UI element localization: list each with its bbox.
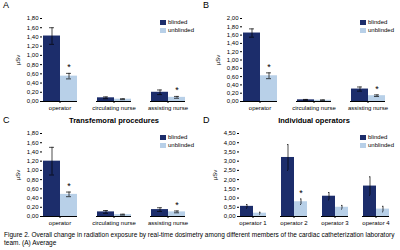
- svg-text:operator 1: operator 1: [239, 220, 267, 226]
- html-text:A: A: [3, 0, 9, 10]
- svg-text:1,60: 1,60: [27, 25, 39, 31]
- svg-text:1,20: 1,20: [27, 43, 39, 49]
- svg-text:assisting nurse: assisting nurse: [148, 220, 189, 226]
- svg-text:1,40: 1,40: [227, 40, 239, 46]
- svg-text:0,80: 0,80: [27, 177, 39, 183]
- svg-text:0,00: 0,00: [27, 98, 39, 104]
- svg-text:circulating nurse: circulating nurse: [292, 105, 336, 111]
- svg-text:*: *: [175, 200, 179, 210]
- svg-text:3,50: 3,50: [224, 149, 236, 155]
- svg-text:*: *: [299, 188, 303, 198]
- svg-text:0,60: 0,60: [227, 74, 239, 80]
- svg-text:0,00: 0,00: [224, 213, 236, 219]
- html-text:Figure 2. Overall change in ra: Figure 2. Overall change in radiation ex…: [4, 231, 395, 246]
- html-text:blinded: blinded: [368, 134, 388, 140]
- svg-text:1,00: 1,00: [224, 195, 236, 201]
- svg-text:0,20: 0,20: [27, 204, 39, 210]
- svg-text:circulating nurse: circulating nurse: [92, 220, 136, 226]
- svg-text:μSv: μSv: [15, 55, 21, 65]
- svg-text:4,50: 4,50: [224, 130, 236, 136]
- svg-text:1,00: 1,00: [27, 52, 39, 58]
- svg-text:3,00: 3,00: [224, 158, 236, 164]
- html-text:D: D: [203, 115, 210, 125]
- svg-text:*: *: [267, 62, 271, 72]
- svg-text:2,00: 2,00: [227, 15, 239, 21]
- svg-text:1,80: 1,80: [227, 24, 239, 30]
- html-text:blinded: blinded: [168, 134, 188, 140]
- svg-text:*: *: [375, 84, 379, 94]
- svg-text:operator: operator: [49, 105, 71, 111]
- html-text:blinded: blinded: [168, 19, 188, 25]
- svg-text:assisting nurse: assisting nurse: [348, 105, 389, 111]
- svg-text:1,40: 1,40: [27, 149, 39, 155]
- svg-text:1,80: 1,80: [27, 15, 39, 21]
- svg-text:0,40: 0,40: [27, 195, 39, 201]
- svg-text:operator: operator: [49, 220, 71, 226]
- svg-text:0,60: 0,60: [27, 186, 39, 192]
- html-text:unblinded: unblinded: [368, 141, 394, 148]
- svg-text:circulating nurse: circulating nurse: [92, 105, 136, 111]
- svg-text:operator: operator: [249, 105, 271, 111]
- svg-text:1,00: 1,00: [27, 167, 39, 173]
- svg-text:1,60: 1,60: [227, 32, 239, 38]
- svg-text:0,80: 0,80: [27, 62, 39, 68]
- html-text:unblinded: unblinded: [168, 26, 194, 33]
- svg-text:operator 2: operator 2: [280, 220, 308, 226]
- html-text:Individual operators: Individual operators: [278, 116, 350, 125]
- svg-text:operator 4: operator 4: [362, 220, 390, 226]
- svg-text:0,20: 0,20: [27, 89, 39, 95]
- svg-text:1,80: 1,80: [27, 130, 39, 136]
- svg-text:2,50: 2,50: [224, 167, 236, 173]
- html-text:blinded: blinded: [368, 19, 388, 25]
- svg-text:0,40: 0,40: [227, 82, 239, 88]
- svg-text:0,50: 0,50: [224, 204, 236, 210]
- svg-text:1,20: 1,20: [27, 158, 39, 164]
- svg-text:1,60: 1,60: [27, 140, 39, 146]
- svg-text:0,40: 0,40: [27, 80, 39, 86]
- svg-text:1,20: 1,20: [227, 49, 239, 55]
- svg-text:1,40: 1,40: [27, 34, 39, 40]
- svg-text:*: *: [175, 85, 179, 95]
- svg-text:0,20: 0,20: [227, 90, 239, 96]
- html-text:C: C: [3, 115, 10, 125]
- svg-text:0,00: 0,00: [27, 213, 39, 219]
- svg-text:1,00: 1,00: [227, 57, 239, 63]
- svg-text:μSv: μSv: [215, 55, 221, 65]
- svg-text:μSv: μSv: [15, 170, 21, 180]
- svg-text:0,00: 0,00: [227, 98, 239, 104]
- svg-text:0,60: 0,60: [27, 71, 39, 77]
- html-text:unblinded: unblinded: [368, 26, 394, 33]
- svg-text:4,00: 4,00: [224, 140, 236, 146]
- html-text:B: B: [203, 0, 209, 10]
- svg-text:operator 3: operator 3: [321, 220, 349, 226]
- html-text:unblinded: unblinded: [168, 141, 194, 148]
- svg-text:2,00: 2,00: [224, 177, 236, 183]
- svg-text:*: *: [67, 62, 71, 72]
- svg-text:1,50: 1,50: [224, 186, 236, 192]
- svg-text:0,80: 0,80: [227, 65, 239, 71]
- html-text:Transfemoral procedures: Transfemoral procedures: [69, 116, 159, 125]
- svg-text:*: *: [67, 181, 71, 191]
- svg-text:μSv: μSv: [212, 170, 218, 180]
- svg-text:assisting nurse: assisting nurse: [148, 105, 189, 111]
